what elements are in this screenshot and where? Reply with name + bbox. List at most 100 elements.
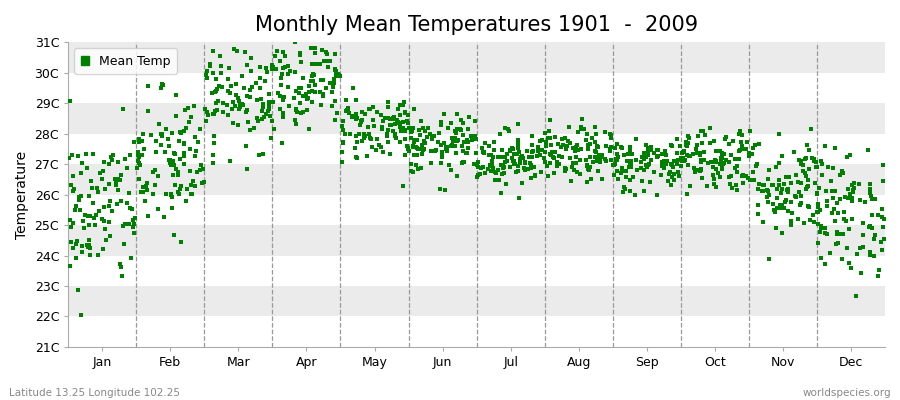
- Point: [189, 148, 203, 154]
- Point: [261, 108, 275, 114]
- Point: [865, 224, 879, 231]
- Point: [300, 13, 314, 20]
- Point: [448, 150, 463, 156]
- Point: [355, 138, 369, 145]
- Point: [418, 127, 432, 134]
- Point: [580, 157, 594, 163]
- Point: [791, 216, 806, 222]
- Point: [312, 61, 327, 68]
- Point: [570, 168, 584, 175]
- Point: [755, 188, 770, 194]
- Point: [782, 174, 796, 180]
- Point: [172, 190, 186, 197]
- Point: [608, 145, 622, 152]
- Point: [650, 147, 664, 153]
- Point: [450, 126, 464, 132]
- Point: [128, 215, 142, 221]
- Point: [710, 170, 724, 176]
- Point: [746, 169, 760, 175]
- Point: [689, 142, 704, 148]
- Point: [341, 110, 356, 116]
- Point: [288, 39, 302, 45]
- Point: [299, 90, 313, 97]
- Point: [349, 110, 364, 117]
- Point: [623, 188, 637, 194]
- Point: [543, 160, 557, 166]
- Point: [370, 136, 384, 142]
- Point: [841, 195, 855, 201]
- Point: [509, 151, 524, 157]
- Point: [281, 84, 295, 91]
- Point: [286, 94, 301, 101]
- Point: [688, 146, 703, 152]
- Point: [70, 287, 85, 293]
- Point: [266, 64, 280, 70]
- Point: [424, 148, 438, 154]
- Point: [581, 166, 596, 172]
- Point: [808, 163, 823, 170]
- Point: [137, 146, 151, 152]
- Point: [591, 144, 606, 150]
- Point: [734, 138, 748, 145]
- Point: [451, 137, 465, 144]
- Point: [611, 154, 625, 160]
- Point: [706, 164, 720, 170]
- Point: [784, 222, 798, 228]
- Point: [703, 139, 717, 146]
- Point: [78, 212, 93, 218]
- Point: [408, 137, 422, 143]
- Point: [694, 167, 708, 173]
- Point: [355, 117, 369, 124]
- Point: [719, 156, 733, 163]
- Point: [470, 162, 484, 168]
- Point: [98, 226, 112, 232]
- Point: [687, 165, 701, 171]
- Point: [469, 150, 483, 156]
- Point: [828, 241, 842, 248]
- Point: [506, 158, 520, 164]
- Point: [814, 223, 829, 229]
- Point: [644, 147, 659, 154]
- Point: [744, 151, 759, 158]
- Point: [659, 152, 673, 158]
- Point: [709, 148, 724, 154]
- Point: [651, 147, 665, 153]
- Point: [387, 116, 401, 122]
- Point: [292, 52, 307, 58]
- Point: [779, 187, 794, 194]
- Point: [182, 118, 196, 125]
- Point: [722, 159, 736, 166]
- Point: [116, 223, 130, 230]
- Point: [846, 188, 860, 195]
- Point: [194, 180, 209, 186]
- Point: [862, 186, 877, 192]
- Point: [658, 147, 672, 154]
- Point: [622, 164, 636, 170]
- Point: [515, 180, 529, 186]
- Point: [639, 164, 653, 170]
- Point: [81, 244, 95, 250]
- Point: [336, 140, 350, 147]
- Point: [775, 153, 789, 160]
- Point: [96, 204, 111, 210]
- Point: [677, 158, 691, 165]
- Point: [760, 176, 775, 182]
- Point: [91, 252, 105, 258]
- Point: [826, 206, 841, 213]
- Point: [663, 182, 678, 188]
- Point: [243, 94, 257, 100]
- Point: [398, 136, 412, 142]
- Point: [460, 150, 474, 156]
- Point: [757, 182, 771, 188]
- Point: [400, 112, 415, 118]
- Point: [577, 126, 591, 132]
- Point: [414, 118, 428, 124]
- Point: [274, 140, 289, 146]
- Point: [235, 101, 249, 108]
- Point: [544, 152, 559, 158]
- Point: [777, 180, 791, 187]
- Point: [263, 113, 277, 119]
- Point: [536, 154, 551, 161]
- Point: [495, 171, 509, 177]
- Point: [415, 146, 429, 153]
